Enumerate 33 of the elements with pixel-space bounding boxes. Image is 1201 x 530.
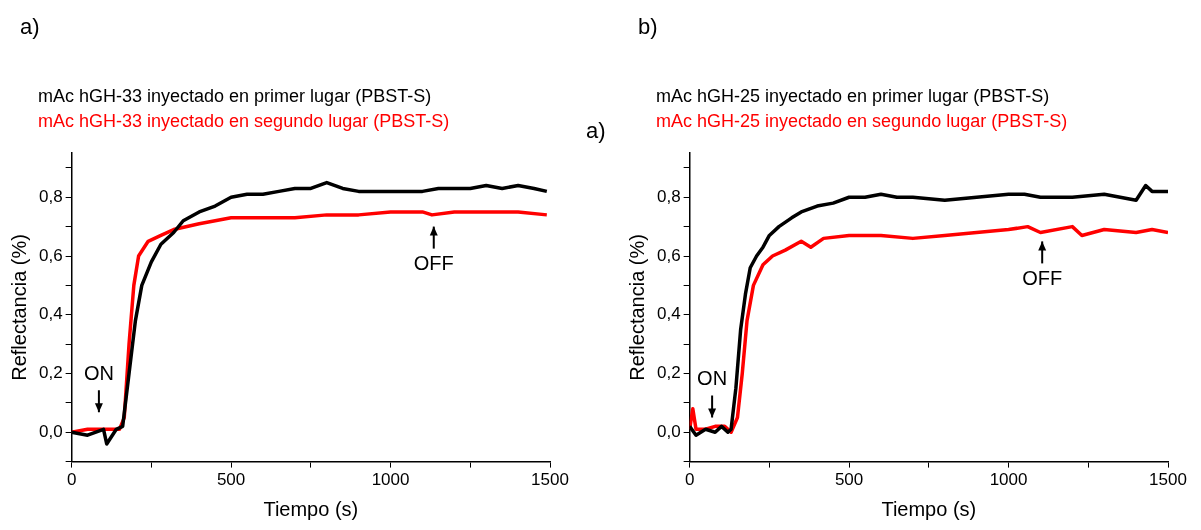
y-tick-label: 0,8: [656, 186, 681, 206]
text: mAc hGH-33 inyectado en segundo lugar (PBST-S): [38, 110, 450, 133]
y-tick-label: 0,4: [38, 304, 63, 324]
text: mAc hGH-33 inyectado en primer lugar (PBST-S): [38, 85, 433, 108]
annotation: ON: [83, 361, 114, 384]
text: a): [586, 118, 606, 144]
y-tick-label: 0,6: [38, 245, 63, 265]
y-tick-label: 0,6: [656, 245, 681, 265]
text: mAc hGH-25 inyectado en segundo lugar (PBST-S): [656, 110, 1068, 133]
x-tick-label: 0: [66, 470, 77, 490]
y-axis-title: Reflectancia (%): [625, 234, 648, 381]
y-axis-title: Reflectancia (%): [7, 234, 30, 381]
y-tick-label: 0,8: [38, 186, 63, 206]
y-tick-label: 0,2: [656, 363, 681, 383]
y-tick-label: 0,0: [38, 421, 63, 441]
x-tick-label: 500: [216, 470, 246, 490]
annotation: ON: [697, 367, 728, 390]
chart-title: a): [20, 14, 40, 40]
x-tick-label: 1000: [989, 470, 1028, 490]
y-tick-label: 0,0: [656, 421, 681, 441]
chart-title: b): [638, 14, 658, 40]
y-tick-label: 0,2: [38, 363, 63, 383]
annotation: OFF: [1022, 266, 1063, 289]
x-tick-label: 500: [834, 470, 864, 490]
x-axis-title: Tiempo (s): [881, 497, 977, 520]
x-tick-label: 0: [684, 470, 695, 490]
y-tick-label: 0,4: [656, 304, 681, 324]
x-axis-title: Tiempo (s): [263, 497, 359, 520]
annotation: OFF: [413, 252, 454, 275]
x-tick-label: 1500: [1149, 470, 1187, 490]
text: mAc hGH-25 inyectado en primer lugar (PBST-S): [656, 85, 1051, 108]
x-tick-label: 1000: [371, 470, 410, 490]
x-tick-label: 1500: [531, 470, 569, 490]
